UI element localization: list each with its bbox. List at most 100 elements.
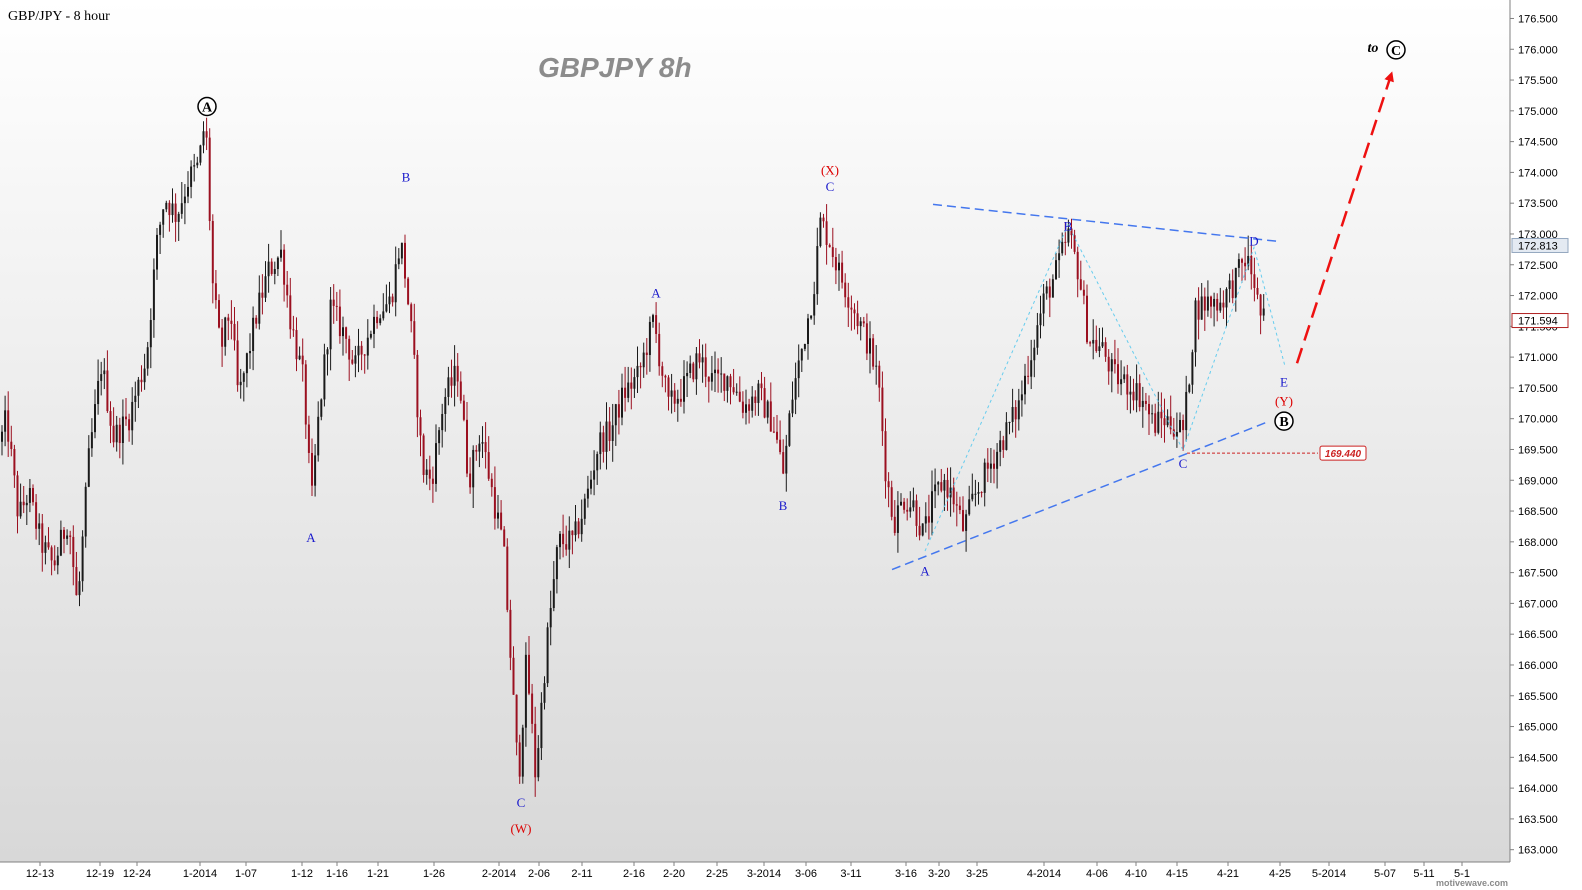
candle-body [1030,360,1033,377]
candle-body [577,521,580,535]
candle-body [1210,296,1212,307]
candle-body [56,555,59,566]
candle-body [1250,255,1253,275]
candle-body [754,396,757,403]
candlesticks [1,117,1265,797]
candle-body [1231,280,1234,299]
candle-body [521,727,524,777]
candle-body [475,449,478,452]
candle-body [419,417,422,436]
candle-body [686,372,689,377]
candle-body [221,327,224,347]
candle-body [838,262,840,271]
candle-body [1089,342,1092,344]
candle-body [856,313,859,327]
x-tick-label: 1-21 [367,868,389,880]
credit-text: motivewave.com [1436,878,1508,888]
candle-body [785,445,788,474]
candle-body [35,502,38,529]
x-tick-label: 4-21 [1217,868,1239,880]
candle-body [1253,274,1256,288]
candle-body [75,567,78,596]
candle-body [512,657,515,695]
candle-body [1216,298,1219,311]
candle-body [788,413,791,446]
x-tick-label: 5-1 [1454,868,1470,880]
candle-body [1188,384,1191,392]
candle-body [555,547,558,580]
candle-body [168,202,171,216]
candle-body [112,425,115,443]
wave-label: A [651,286,661,301]
candle-body [59,529,62,556]
candle-body [41,523,44,553]
candle-body [348,338,351,360]
y-tick-label: 163.500 [1518,814,1558,826]
candle-body [971,493,974,500]
candle-body [180,203,183,214]
candle-body [1138,383,1141,408]
candle-body [211,221,214,284]
candle-body [295,330,298,360]
candle-body [1045,286,1048,294]
candle-body [624,387,627,398]
candle-body [834,257,837,271]
candle-body [472,449,475,488]
candle-body [289,295,292,330]
candle-body [307,424,310,453]
candle-body [1163,418,1166,426]
candle-body [692,363,695,380]
candle-body [875,365,878,367]
candle-body [326,349,329,355]
candle-body [887,481,890,488]
y-tick-label: 174.000 [1518,167,1558,179]
y-tick-label: 166.000 [1518,660,1558,672]
candle-body [134,395,137,402]
candle-body [1,431,3,442]
candle-body [943,479,946,491]
candle-body [1191,352,1194,385]
candle-body [1144,400,1147,404]
candle-body [819,217,822,247]
candle-body [980,492,983,494]
candle-body [1225,288,1228,308]
candle-body [16,475,19,517]
candle-body [1051,279,1054,298]
x-tick-label: 5-11 [1413,868,1434,880]
symbol-label: GBP/JPY - 8 hour [8,9,110,24]
candle-body [1234,267,1237,299]
candle-body [100,374,103,381]
candle-body [1036,325,1039,348]
candle-body [162,209,165,225]
wave-label-circle [1386,40,1406,60]
candle-body [63,529,65,539]
candle-body [1256,287,1259,295]
candle-body [466,419,468,474]
triangle-upper-trendline [932,203,1279,243]
candle-body [884,431,887,482]
candle-body [893,516,896,533]
candle-body [13,449,16,476]
candle-body [714,369,716,374]
candle-body [292,329,295,331]
candle-body [1203,296,1206,311]
candle-body [869,338,871,354]
y-tick-label: 176.500 [1518,13,1558,25]
candle-body [782,452,785,474]
candle-body [803,343,806,349]
candle-body [800,348,803,361]
candle-body [999,440,1002,452]
candle-body [255,317,258,324]
candle-body [903,501,906,510]
x-tick-label: 1-16 [326,868,348,880]
y-tick-label: 164.500 [1518,752,1558,764]
candle-body [1061,241,1064,254]
candle-body [1219,302,1222,311]
x-tick-label: 4-15 [1166,868,1188,880]
y-tick-label: 172.000 [1518,291,1558,303]
candle-body [72,536,75,568]
candle-body [931,491,933,523]
y-tick-label: 173.000 [1518,229,1558,241]
y-tick-label: 165.000 [1518,722,1558,734]
